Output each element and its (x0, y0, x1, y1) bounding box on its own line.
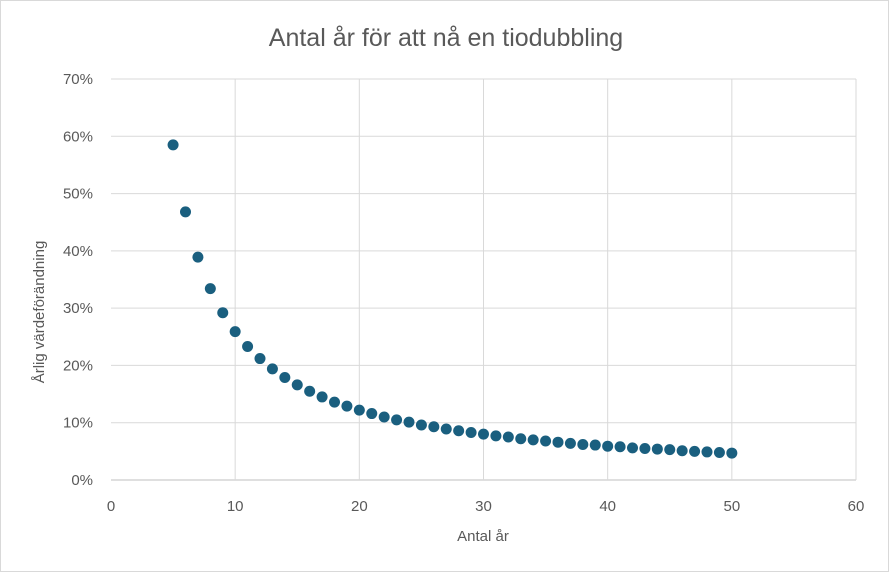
x-tick-label: 0 (107, 498, 115, 515)
data-point (713, 447, 725, 459)
x-tick-label: 40 (599, 498, 616, 515)
y-tick-label: 0% (71, 472, 93, 489)
x-tick-label: 10 (227, 498, 244, 515)
y-tick-label: 30% (63, 300, 93, 317)
x-tick-label: 60 (848, 498, 865, 515)
data-point (515, 433, 527, 445)
data-point (204, 283, 216, 295)
y-tick-label: 10% (63, 415, 93, 432)
data-point (180, 206, 191, 218)
y-tick-label: 40% (63, 243, 93, 260)
data-point (242, 341, 254, 353)
gridlines (111, 78, 857, 481)
data-point (639, 442, 651, 454)
data-point (664, 444, 676, 456)
data-point (329, 396, 340, 408)
data-point (726, 447, 738, 459)
data-point (701, 446, 713, 458)
data-point (217, 307, 229, 319)
y-tick-label: 70% (63, 71, 93, 88)
data-point (527, 434, 539, 446)
x-tick-label: 50 (723, 498, 740, 515)
x-tick-label: 20 (351, 498, 368, 515)
data-point (627, 442, 638, 454)
data-point (689, 445, 701, 457)
data-point (415, 419, 427, 431)
data-point (490, 430, 502, 442)
data-point (589, 439, 601, 451)
data-point (167, 139, 179, 151)
data-point (316, 391, 328, 403)
data-point (428, 421, 440, 433)
data-point (341, 400, 353, 412)
y-tick-label: 50% (63, 186, 93, 203)
data-point (651, 443, 663, 455)
data-point (453, 425, 465, 437)
data-point (478, 428, 489, 440)
y-tick-label: 60% (63, 128, 93, 145)
data-point (192, 251, 204, 263)
x-axis-label: Antal år (457, 528, 509, 545)
data-point (502, 431, 514, 443)
data-point (366, 408, 378, 420)
data-point (465, 426, 477, 438)
data-point (266, 363, 278, 375)
y-axis-label: Årlig värdeförändning (31, 241, 48, 384)
chart-title: Antal år för att nå en tiodubbling (269, 24, 623, 52)
x-tick-label: 30 (475, 498, 492, 515)
y-tick-label: 20% (63, 357, 93, 374)
tick-labels: 0% 10% 20% 30% 40% 50% 60% 70% 0 10 20 30 40 50 60 (63, 71, 864, 515)
data-point (577, 438, 589, 450)
data-point (378, 411, 390, 423)
data-points (167, 139, 738, 459)
data-point (602, 440, 614, 452)
data-point (403, 416, 415, 428)
data-point (391, 414, 403, 426)
data-point (564, 437, 576, 449)
data-point (254, 353, 266, 365)
data-point (676, 445, 688, 457)
data-point (440, 423, 452, 435)
data-point (304, 385, 316, 397)
data-point (540, 435, 552, 447)
data-point (229, 326, 241, 338)
data-point (291, 379, 303, 391)
data-point (552, 436, 564, 448)
data-point (614, 441, 626, 453)
data-point (353, 404, 365, 416)
data-point (279, 371, 291, 383)
